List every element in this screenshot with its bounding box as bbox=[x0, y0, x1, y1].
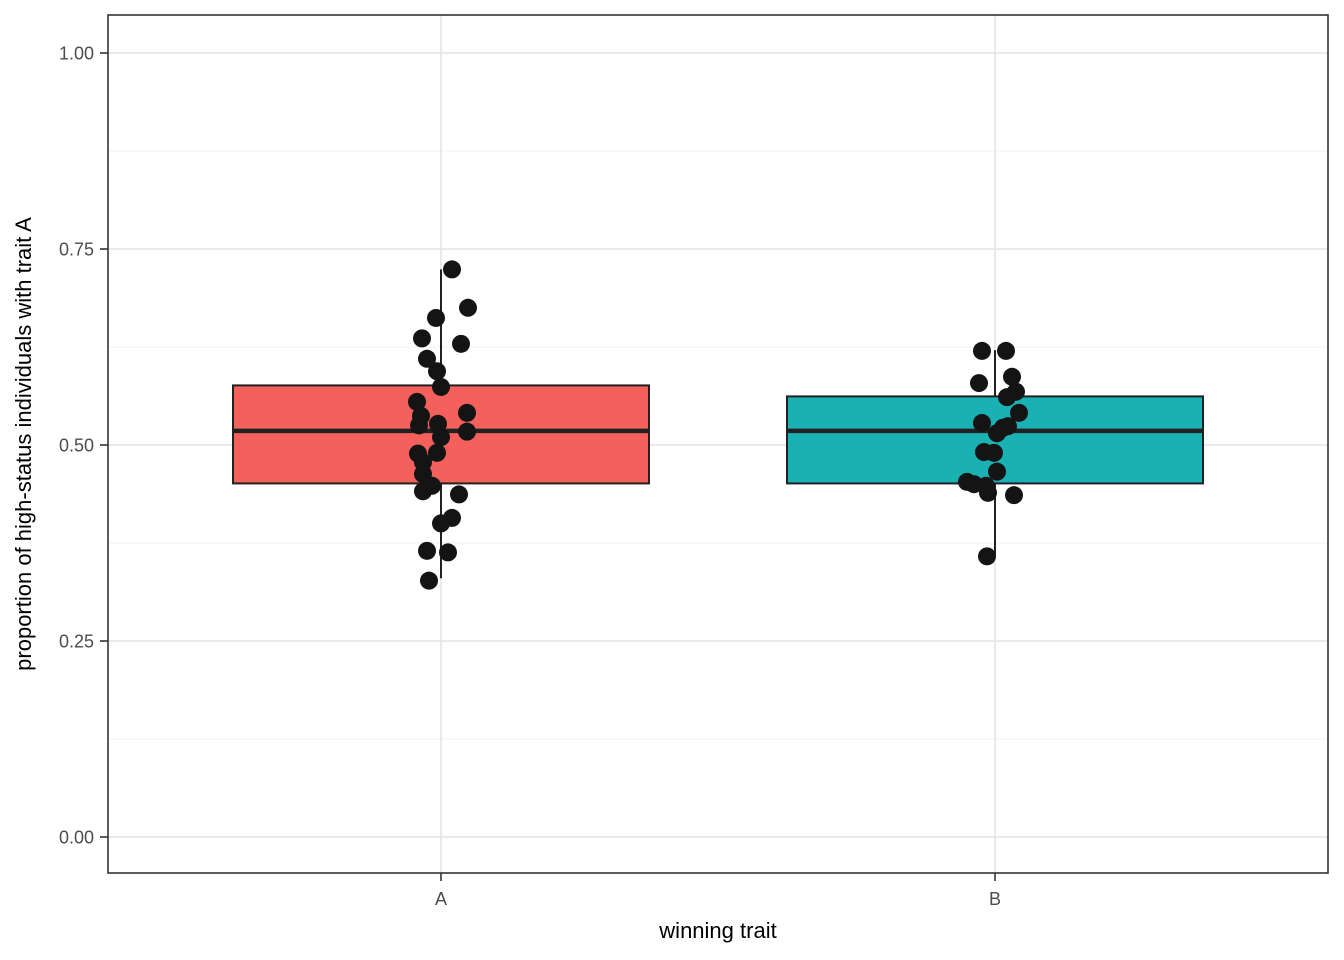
y-tick-label: 0.25 bbox=[59, 632, 94, 652]
jitter-point bbox=[973, 414, 991, 433]
y-tick-label: 0.50 bbox=[59, 436, 94, 456]
jitter-point bbox=[418, 349, 436, 368]
boxplot-A bbox=[232, 260, 650, 590]
jitter-point bbox=[450, 485, 468, 504]
x-tick-label: B bbox=[989, 889, 1001, 909]
jitter-point bbox=[418, 541, 436, 560]
jitter-point bbox=[1003, 367, 1021, 386]
jitter-point bbox=[988, 462, 1006, 481]
jitter-point bbox=[428, 362, 446, 381]
jitter-point bbox=[432, 377, 450, 396]
boxplot-B bbox=[786, 341, 1204, 566]
jitter-point bbox=[979, 483, 997, 502]
jitter-point bbox=[443, 260, 461, 279]
axes-layer: 0.00 0.25 0.50 0.75 1.00 A B bbox=[59, 44, 1001, 910]
jitter-point bbox=[458, 422, 476, 441]
jitter-point bbox=[978, 547, 996, 566]
jitter-point bbox=[413, 329, 431, 348]
jitter-point bbox=[420, 571, 438, 590]
jitter-point bbox=[970, 374, 988, 393]
y-tick-label: 1.00 bbox=[59, 44, 94, 64]
y-tick-label: 0.75 bbox=[59, 240, 94, 260]
jitter-point bbox=[458, 403, 476, 422]
panel-frame-layer bbox=[107, 14, 1329, 874]
jitter-point bbox=[408, 392, 426, 411]
jitter-point bbox=[973, 341, 991, 360]
y-tick-label: 0.00 bbox=[59, 828, 94, 848]
jitter-point bbox=[414, 482, 432, 501]
jitter-point bbox=[988, 424, 1006, 443]
boxplots-layer bbox=[232, 260, 1204, 590]
x-tick-label: A bbox=[435, 889, 447, 909]
y-axis-title: proportion of high-status individuals wi… bbox=[11, 217, 36, 671]
x-axis-title: winning trait bbox=[658, 918, 776, 943]
jitter-point bbox=[998, 388, 1016, 407]
jitter-point bbox=[432, 428, 450, 447]
jitter-point bbox=[1010, 403, 1028, 422]
jitter-point bbox=[985, 443, 1003, 462]
jitter-point bbox=[432, 514, 450, 533]
jitter-point bbox=[410, 416, 428, 435]
jitter-point bbox=[1005, 486, 1023, 505]
jitter-point bbox=[997, 341, 1015, 360]
jitter-point bbox=[439, 543, 457, 562]
jitter-point bbox=[427, 308, 445, 327]
panel-border bbox=[107, 14, 1329, 874]
jitter-point bbox=[452, 334, 470, 353]
jitter-point bbox=[428, 443, 446, 462]
jitter-point bbox=[459, 298, 477, 317]
